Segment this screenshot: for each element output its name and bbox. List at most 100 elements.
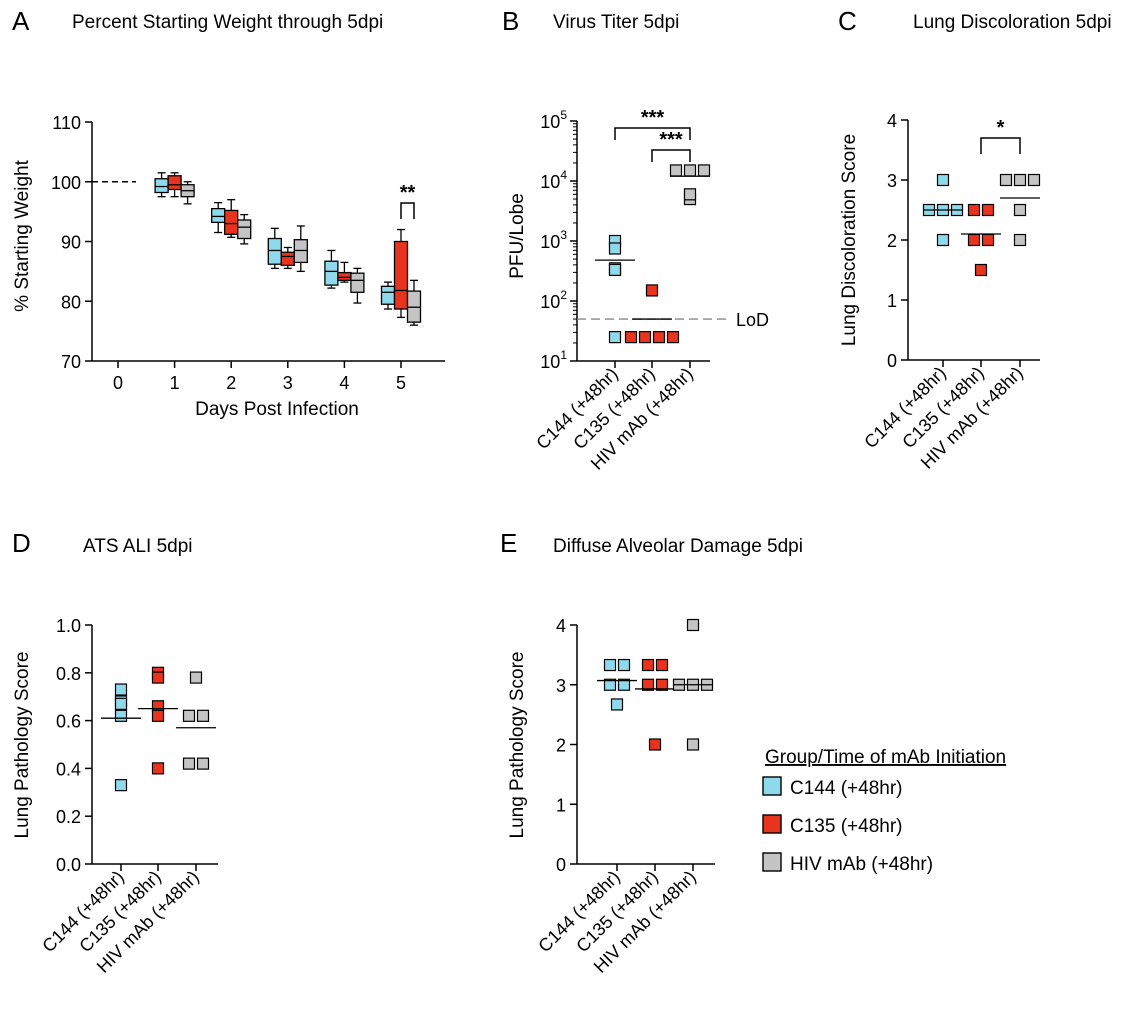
panel-b-y-tick-exponent: 1 [560,348,567,362]
panel-b-y-tick-exponent: 2 [560,288,567,302]
panel-a-significance-label: ** [400,182,416,204]
panel-c-y-tick-label: 2 [887,231,897,251]
panel-b-significance-1-bracket [614,127,691,140]
panel-c-point-hiv [1013,173,1027,187]
panel-d-title: ATS ALI 5dpi [83,536,193,557]
panel-c-y-tick-label: 4 [887,111,897,131]
panel-e-y-tick-label: 0 [556,855,566,875]
panel-b-lod-label: LoD [736,310,769,330]
panel-e-point-hiv [686,618,700,632]
panel-d-y-tick-label: 0.2 [56,807,81,827]
panel-a-x-tick-label: 0 [113,373,123,393]
panel-c-significance-bracket [980,137,1021,154]
panel-a-significance-bracket [400,202,415,219]
panel-b-significance-2-label: *** [659,129,683,151]
panel-e-y-axis-title: Lung Pathology Score [507,652,528,839]
panel-a: A Percent Starting Weight through 5dpi %… [12,6,445,420]
panel-a-x-tick-label: 4 [339,373,349,393]
panel-e-y-tick-label: 1 [556,795,566,815]
panel-c-point-c144 [936,173,950,187]
panel-a-y-tick-label: 90 [61,233,81,253]
panel-e-point-c144 [617,658,631,672]
panel-a-y-axis-title: % Starting Weight [12,159,33,311]
panel-e-y-tick-label: 2 [556,736,566,756]
panel-c-title: Lung Discoloration 5dpi [913,12,1112,33]
panel-e-point-c144 [610,698,624,711]
panel-a-letter: A [12,6,30,36]
legend-label-c135: C135 (+48hr) [790,816,902,837]
panel-d-point-hiv [182,757,196,770]
panel-d-y-axis-title: Lung Pathology Score [12,652,33,839]
panel-c-point-c135 [967,203,981,217]
panel-b-title: Virus Titer 5dpi [553,12,679,33]
panel-c-point-hiv [999,173,1013,187]
panel-a-box-c135 [337,271,352,281]
panel-d-point-c135 [151,709,165,722]
panel-a-x-axis-title: Days Post Infection [195,399,359,420]
panel-d-point-c144 [114,779,128,792]
legend-label-c144: C144 (+48hr) [790,778,902,799]
panel-d-point-hiv [196,757,210,770]
panel-e-point-c135 [641,658,655,672]
panel-b: B Virus Titer 5dpi PFU/Lobe 101102103104… [502,6,769,474]
panel-a-box-hiv [237,219,252,240]
panel-e-point-c135 [641,678,655,691]
panel-c-y-tick-label: 0 [887,351,897,371]
panel-b-point-c144 [608,331,622,344]
panel-d-point-c144 [114,697,128,710]
panel-e-point-c144 [603,678,617,691]
panel-b-y-tick-exponent: 4 [560,168,567,182]
panel-c-point-hiv [1013,203,1027,217]
panel-e-point-c135 [648,738,662,751]
panel-a-box-c144 [154,178,169,194]
panel-c-letter: C [838,6,857,36]
panel-d-point-c135 [151,762,165,775]
panel-b-point-c135 [652,331,666,344]
panel-c-y-axis-title: Lung Discoloration Score [839,134,860,346]
panel-e-point-c144 [603,658,617,672]
panel-b-significance-2-bracket [651,149,691,162]
panel-c-point-c144 [936,233,950,247]
panel-a-box-c135 [280,251,295,267]
panel-a-y-tick-label: 110 [52,113,81,133]
panel-c-point-hiv [1027,173,1041,187]
panel-a-box-c144 [380,285,396,305]
panel-b-point-c135 [624,331,638,344]
panel-b-point-hiv [683,164,697,177]
panel-b-point-c144 [608,263,622,276]
legend-swatch-hiv [762,852,782,872]
panel-c-point-c135 [981,203,995,217]
panel-d-letter: D [12,528,31,558]
panel-b-y-axis-title: PFU/Lobe [507,193,528,279]
legend: Group/Time of mAb Initiation C144 (+48hr… [762,747,1006,875]
panel-b-point-hiv [669,164,683,177]
panel-d-y-tick-label: 0.4 [56,759,81,779]
panel-b-y-tick-base: 10 [540,112,560,132]
panel-b-point-c135 [638,331,652,344]
panel-a-x-tick-label: 2 [226,373,236,393]
panel-a-box-c135 [167,175,182,191]
panel-e-y-tick-label: 3 [556,676,566,696]
panel-b-y-tick-label: 105 [540,108,567,132]
panel-a-y-tick-label: 80 [61,292,81,312]
panel-a-x-tick-label: 3 [283,373,293,393]
panel-a-box-c135 [393,240,409,310]
panel-b-letter: B [502,6,519,36]
panel-a-x-tick-label: 5 [396,373,406,393]
panel-e: E Diffuse Alveolar Damage 5dpi Lung Path… [500,528,803,977]
panel-b-y-tick-base: 10 [540,292,560,312]
panel-d-point-c144 [114,683,128,696]
panel-b-y-tick-label: 103 [540,228,567,252]
panel-a-box-c144 [324,260,339,286]
panel-a-box-c144 [211,207,226,224]
legend-swatch-c135 [762,814,782,834]
panel-c: C Lung Discoloration 5dpi Lung Discolora… [838,6,1112,473]
panel-d: D ATS ALI 5dpi Lung Pathology Score 0.0 0… [12,528,218,977]
panel-d-point-hiv [196,709,210,722]
panel-b-significance-1-label: *** [641,107,665,129]
panel-c-point-hiv [1013,233,1027,247]
panel-d-y-tick-label: 0.6 [56,712,81,732]
legend-title: Group/Time of mAb Initiation [765,747,1006,768]
panel-a-y-tick-label: 70 [61,352,81,372]
